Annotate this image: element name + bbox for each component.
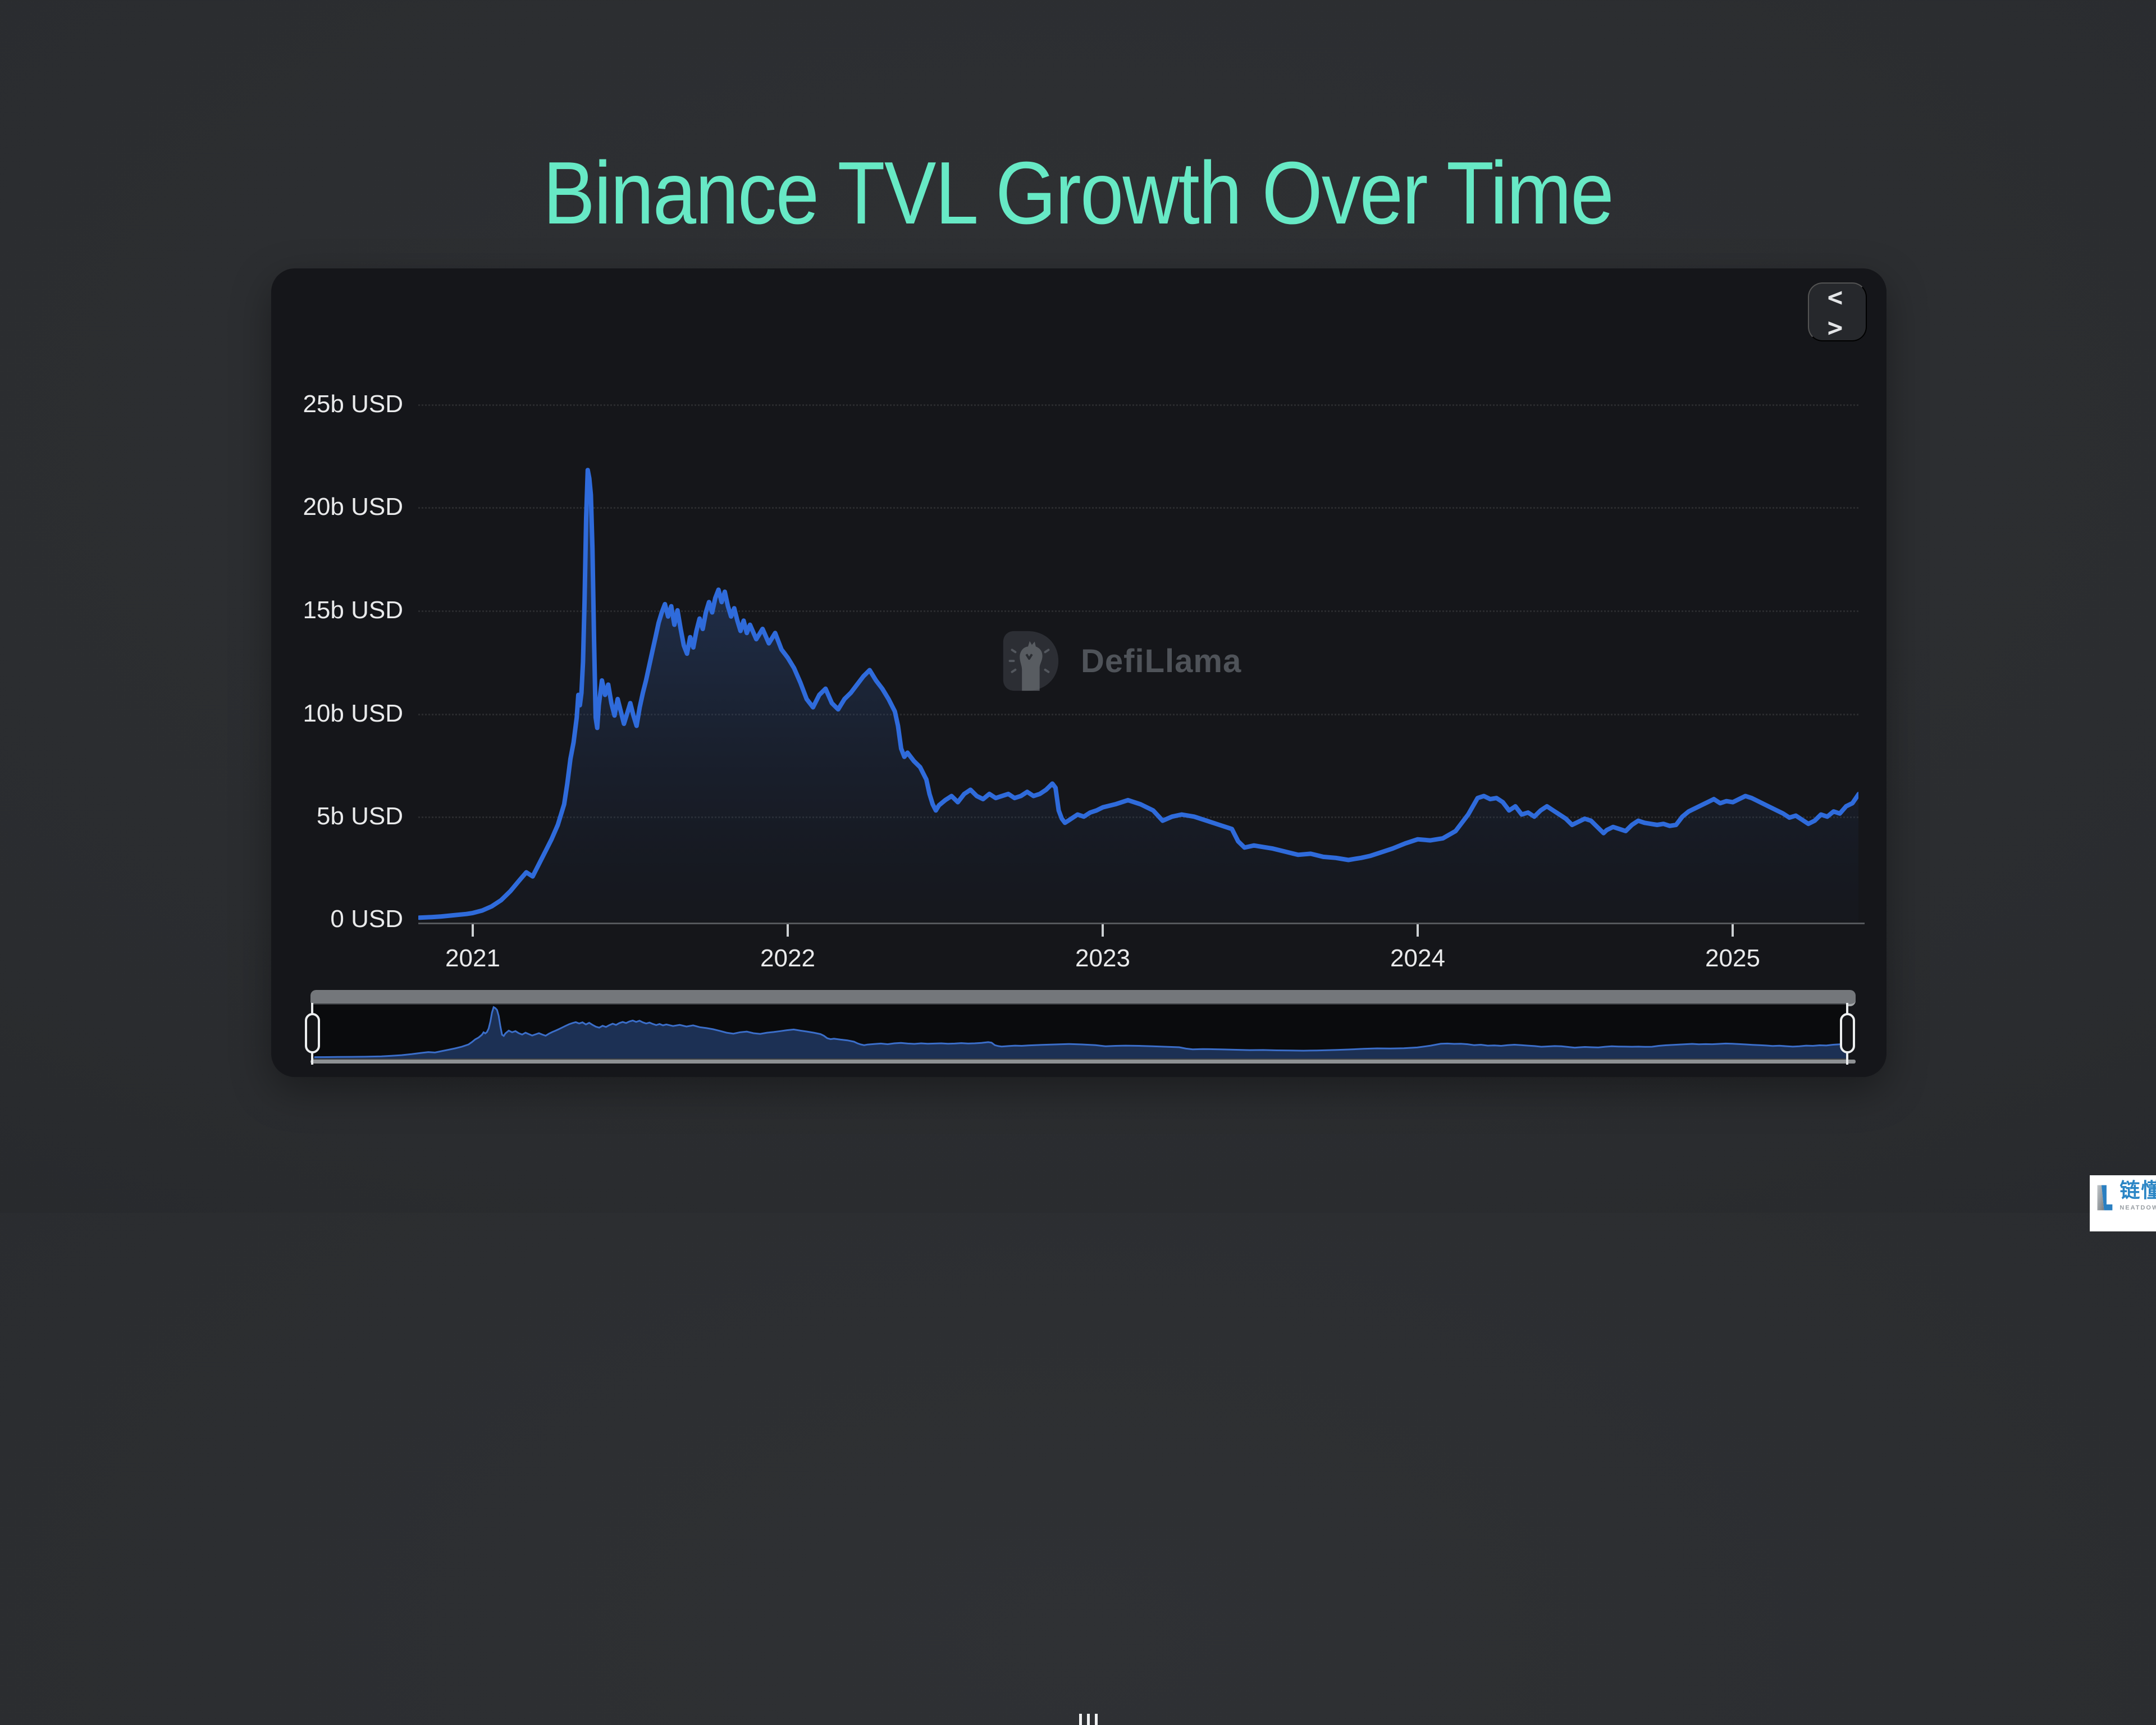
slider-bottom-bar[interactable] [310,1060,1856,1064]
x-axis-label-2023: 2023 [1075,944,1130,972]
corner-brand-cn: 链懂 [2120,1179,2156,1202]
x-axis-label-2024: 2024 [1390,944,1445,972]
drag-grip-icon[interactable] [1079,1714,1098,1725]
page-title: Binance TVL Growth Over Time [543,143,1614,243]
y-axis-label-20b: 20b USD [303,493,403,521]
tvl-area-fill [418,470,1858,922]
gridline-25b [418,404,1858,406]
y-axis-label-0: 0 USD [330,905,403,933]
slider-right-handle[interactable] [1840,1013,1855,1053]
corner-text: 链懂 NEATDOWN.COM [2120,1181,2156,1211]
corner-logo-icon [2097,1185,2113,1211]
slider-mini-chart[interactable] [312,1003,1847,1060]
mini-area-fill [313,1007,1846,1058]
x-tick-2025 [1732,924,1734,937]
gridline-10b [418,714,1858,715]
slider-left-handle[interactable] [305,1013,320,1053]
x-tick-2023 [1102,924,1104,937]
gridline-15b [418,610,1858,612]
mini-line [314,1006,1846,1058]
x-axis-label-2022: 2022 [760,944,815,972]
x-tick-2024 [1417,924,1419,937]
y-axis-label-10b: 10b USD [303,700,403,727]
embed-code-button[interactable]: < > [1808,281,1867,343]
chart-card: < > 0 USD 5b USD 10b USD 15b USD 20b USD… [271,268,1886,1725]
code-icon: < > [1827,281,1848,343]
x-tick-2022 [787,924,789,937]
tvl-area-chart[interactable] [418,402,1858,922]
x-axis-line [418,923,1865,924]
y-axis-label-5b: 5b USD [316,802,403,830]
x-axis-label-2021: 2021 [445,944,500,972]
gridline-20b [418,507,1858,509]
x-tick-2021 [472,924,474,937]
corner-watermark: 链懂 NEATDOWN.COM [2090,1175,2156,1231]
corner-brand-url: NEATDOWN.COM [2120,1204,2156,1211]
x-axis-label-2025: 2025 [1705,944,1760,972]
tvl-line [418,468,1858,920]
y-axis-label-25b: 25b USD [303,390,403,418]
y-axis-label-15b: 15b USD [303,596,403,624]
